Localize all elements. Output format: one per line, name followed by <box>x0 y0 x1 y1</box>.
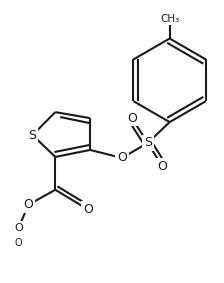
Text: S: S <box>144 136 152 149</box>
Text: S: S <box>28 128 37 142</box>
Text: O: O <box>158 160 168 173</box>
Text: O: O <box>24 198 33 211</box>
Text: O: O <box>15 237 22 248</box>
Text: O: O <box>83 203 93 216</box>
Text: CH₃: CH₃ <box>160 14 179 24</box>
Text: O: O <box>127 112 137 125</box>
Text: O: O <box>14 222 23 233</box>
Text: O: O <box>117 151 127 164</box>
